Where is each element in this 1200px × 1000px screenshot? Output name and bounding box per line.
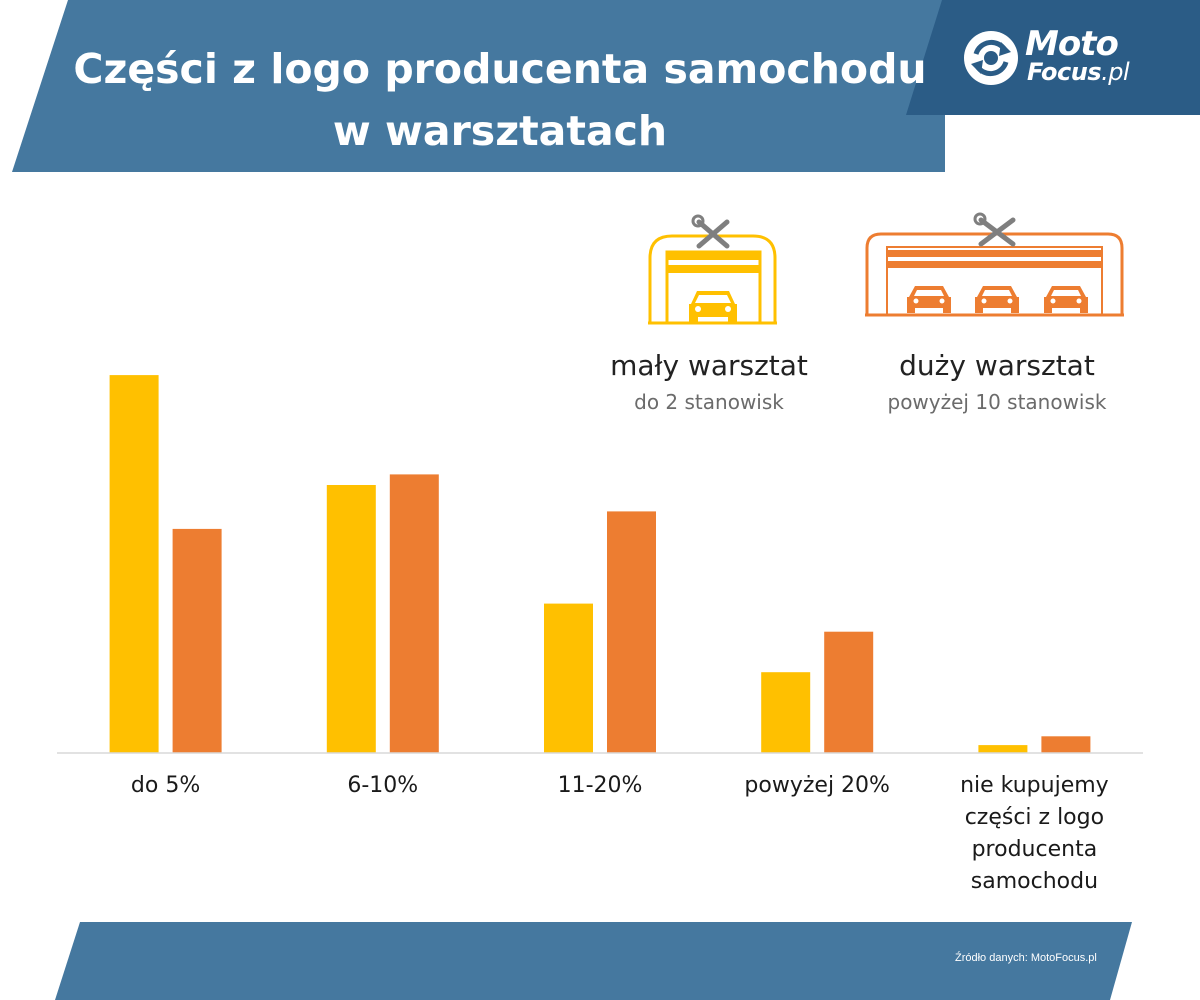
bar-large-workshop-2 [607,511,656,753]
refresh-circle-icon [964,31,1018,85]
bar-small-workshop-1 [326,485,376,753]
source-note: Źródło danych: MotoFocus.pl [955,952,1097,964]
bar-small-workshop-0 [109,375,159,753]
small-garage-icon [648,214,777,325]
bar-chart [57,375,1143,754]
title-line-2: w warsztatach [332,107,668,155]
header-banner [12,0,1200,172]
wrench-screwdriver-icon [973,212,1016,247]
footer-background [55,922,1132,1000]
bar-small-workshop-2 [544,603,593,753]
header-background [12,0,945,172]
footer-banner [55,922,1132,1000]
category-label-1: 6-10% [347,773,419,798]
logo-domain: .pl [1101,58,1130,86]
bars-group [109,375,1091,753]
category-label-0: do 5% [130,773,201,798]
bar-large-workshop-0 [172,528,222,753]
logo-wordmark: Moto Focus.pl [1025,24,1130,86]
legend-small-workshop: mały warsztat do 2 stanowisk [589,349,829,414]
wrench-screwdriver-icon [691,214,730,249]
logo-word-moto: Moto [1025,24,1119,64]
bar-small-workshop-3 [761,672,811,753]
legend-large-workshop: duży warsztat powyżej 10 stanowisk [857,349,1137,414]
category-label-2: 11-20% [557,773,643,798]
title-line-1: Części z logo producenta samochodu [73,45,927,93]
page-title: Części z logo producenta samochodu w war… [60,38,940,162]
legend-small-name: mały warsztat [610,349,808,382]
bar-large-workshop-1 [389,474,439,753]
legend-large-name: duży warsztat [899,349,1095,382]
bar-large-workshop-4 [1041,736,1091,753]
category-label-4: nie kupujemy części z logo producenta sa… [960,773,1109,894]
bar-large-workshop-3 [824,631,874,753]
legend-small-sub: do 2 stanowisk [634,390,784,414]
motofocus-logo [964,31,1018,85]
logo-focus-text: Focus [1027,58,1102,86]
bar-small-workshop-4 [978,745,1028,753]
logo-panel [906,0,1200,115]
category-label-3: powyżej 20% [744,773,890,798]
large-garage-icon [865,212,1124,317]
logo-word-focus: Focus.pl [1027,58,1130,86]
legend-large-sub: powyżej 10 stanowisk [887,390,1107,414]
